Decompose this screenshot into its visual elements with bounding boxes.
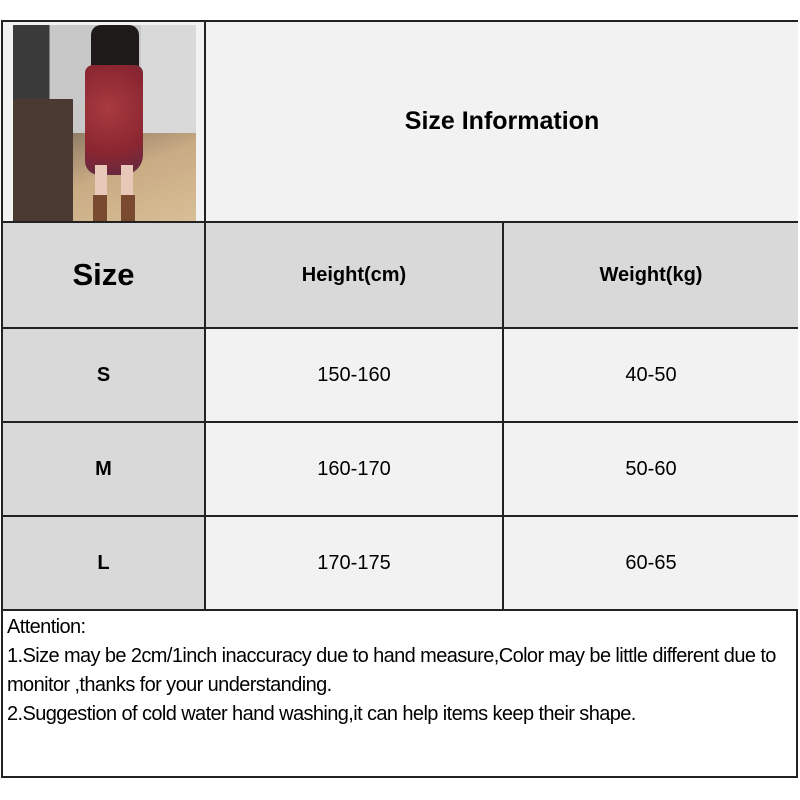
table-row-height: 150-160 [206,329,504,423]
header-size: Size [3,223,206,329]
table-row-weight: 50-60 [504,423,798,517]
attention-notes: Attention: 1.Size may be 2cm/1inch inacc… [3,611,796,731]
table-row-weight: 60-65 [504,517,798,611]
product-photo-cell [3,22,206,223]
size-chart-table: Size Information Size Height(cm) Weight(… [1,20,798,778]
table-row-height: 170-175 [206,517,504,611]
table-row-height: 160-170 [206,423,504,517]
note-item: 1.Size may be 2cm/1inch inaccuracy due t… [7,645,776,696]
header-height: Height(cm) [206,223,504,329]
table-row-size: M [3,423,206,517]
table-row-weight: 40-50 [504,329,798,423]
table-row-size: S [3,329,206,423]
table-row-size: L [3,517,206,611]
note-item: 2.Suggestion of cold water hand washing,… [7,703,636,725]
product-photo [13,25,196,221]
notes-heading: Attention: [7,616,86,638]
header-weight: Weight(kg) [504,223,798,329]
page-title: Size Information [206,22,798,223]
